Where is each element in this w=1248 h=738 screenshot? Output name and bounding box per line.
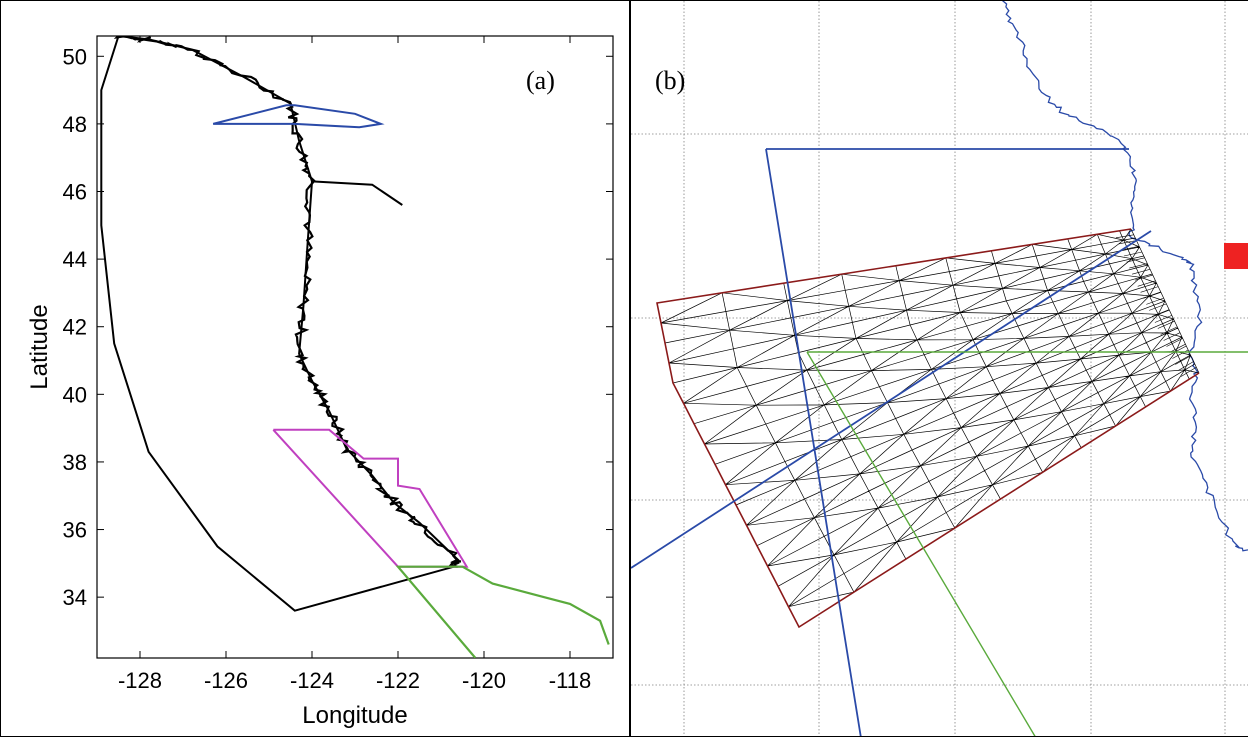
domain-outline — [100, 36, 460, 612]
tick-group: -128 -126 -124 -122 -120 -118 34 36 38 40 42 44 46 48… — [63, 36, 613, 693]
panel-a-chart: -128 -126 -124 -122 -120 -118 34 36 38 40 42 44 46 48… — [26, 35, 614, 729]
mesh-refinement — [1113, 228, 1200, 383]
y-tick-label: 48 — [63, 112, 87, 137]
magenta-nested-domain — [272, 428, 469, 568]
y-tick-label: 46 — [63, 180, 87, 205]
blue-nested-domain — [212, 104, 385, 129]
x-tick-label: -120 — [462, 668, 506, 693]
panel-a-label: (a) — [526, 66, 555, 95]
panel-b-chart: (b) — [631, 1, 1248, 736]
x-tick-label: -122 — [376, 668, 420, 693]
y-tick-label: 44 — [63, 247, 87, 272]
y-tick-label: 36 — [63, 518, 87, 543]
river-inlet — [311, 180, 403, 206]
y-axis-title: Latitude — [26, 304, 53, 389]
panel-b-label: (b) — [655, 66, 685, 95]
coastline — [113, 36, 462, 568]
x-axis-title: Longitude — [302, 702, 407, 729]
plot-frame — [96, 35, 614, 659]
triangular-mesh — [656, 228, 1200, 628]
x-tick-label: -118 — [549, 668, 591, 693]
y-tick-label: 40 — [63, 382, 87, 407]
y-tick-label: 42 — [63, 315, 87, 340]
y-tick-label: 38 — [63, 450, 87, 475]
x-tick-label: -126 — [204, 668, 248, 693]
green-domain-boundary — [806, 351, 1248, 736]
green-nested-domain — [395, 565, 610, 658]
mesh-edges — [656, 228, 1200, 628]
x-tick-label: -124 — [290, 668, 334, 693]
mesh-boundary — [656, 228, 1200, 629]
y-tick-label: 50 — [63, 44, 87, 69]
panel-a-map: -128 -126 -124 -122 -120 -118 34 36 38 40 42 44 46 48… — [0, 0, 630, 737]
coastline — [1001, 1, 1248, 552]
x-tick-label: -128 — [118, 668, 162, 693]
grid-lines — [631, 1, 1248, 736]
y-tick-label: 34 — [63, 585, 87, 610]
panel-b-mesh: (b) — [630, 0, 1248, 737]
blue-domain-boundary — [631, 148, 1152, 736]
location-marker — [1224, 243, 1248, 269]
